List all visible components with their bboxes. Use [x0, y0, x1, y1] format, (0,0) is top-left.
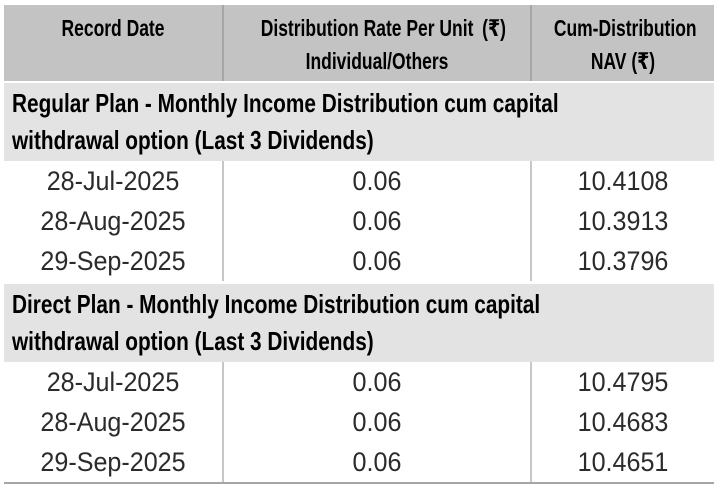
cum-distribution-nav-cell: 10.3796 [530, 241, 714, 281]
section-header-direct-plan-line2: withdrawal option (Last 3 Dividends) [12, 326, 374, 356]
dividend-history-table: Record Date Distribution Rate Per Unit (… [4, 5, 714, 484]
table-row: 28-Jul-2025 0.06 10.4795 [4, 362, 714, 402]
rate-per-unit-value: 0.06 [352, 407, 402, 437]
table-row: 28-Jul-2025 0.06 10.4108 [4, 161, 714, 201]
section-header-regular-plan-line2: withdrawal option (Last 3 Dividends) [12, 125, 374, 155]
record-date-value: 29-Sep-2025 [40, 246, 186, 276]
column-header-distribution-rate: Distribution Rate Per Unit (₹) Individua… [222, 5, 530, 81]
rate-per-unit-value: 0.06 [352, 246, 402, 276]
record-date-value: 28-Jul-2025 [46, 166, 180, 196]
record-date-cell: 28-Jul-2025 [4, 161, 222, 201]
table-bottom-border [4, 482, 714, 484]
record-date-cell: 29-Sep-2025 [4, 241, 222, 281]
rate-per-unit-cell: 0.06 [222, 161, 530, 201]
table-header-row: Record Date Distribution Rate Per Unit (… [4, 5, 714, 81]
rate-per-unit-cell: 0.06 [222, 201, 530, 241]
section-header-regular-plan: Regular Plan - Monthly Income Distributi… [4, 83, 714, 161]
rate-per-unit-value: 0.06 [352, 367, 402, 397]
column-header-record-date-label: Record Date [61, 15, 165, 41]
cum-distribution-nav-value: 10.4651 [577, 447, 669, 477]
column-header-cum-distribution-nav-line2: NAV (₹) [590, 48, 656, 74]
section-header-regular-plan-line1: Regular Plan - Monthly Income Distributi… [12, 88, 559, 118]
cum-distribution-nav-cell: 10.3913 [530, 201, 714, 241]
record-date-cell: 28-Aug-2025 [4, 201, 222, 241]
record-date-value: 28-Aug-2025 [40, 206, 186, 236]
column-header-cum-distribution-nav-line1: Cum-Distribution [553, 15, 697, 41]
record-date-cell: 29-Sep-2025 [4, 442, 222, 482]
column-header-cum-distribution-nav: Cum-Distribution NAV (₹) [530, 5, 714, 81]
column-header-distribution-rate-line2: Individual/Others [305, 48, 449, 74]
cum-distribution-nav-cell: 10.4651 [530, 442, 714, 482]
column-header-distribution-rate-line1: Distribution Rate Per Unit (₹) [260, 15, 506, 41]
section-header-direct-plan: Direct Plan - Monthly Income Distributio… [4, 284, 714, 362]
rate-per-unit-value: 0.06 [352, 447, 402, 477]
rate-per-unit-cell: 0.06 [222, 442, 530, 482]
cum-distribution-nav-value: 10.4795 [577, 367, 669, 397]
section-header-direct-plan-line1: Direct Plan - Monthly Income Distributio… [12, 289, 541, 319]
record-date-value: 29-Sep-2025 [40, 447, 186, 477]
rate-per-unit-cell: 0.06 [222, 241, 530, 281]
regular-plan-rows: 28-Jul-2025 0.06 10.4108 28-Aug-2025 0.0… [4, 161, 714, 281]
column-header-record-date: Record Date [4, 5, 222, 81]
direct-plan-rows: 28-Jul-2025 0.06 10.4795 28-Aug-2025 0.0… [4, 362, 714, 482]
rate-per-unit-cell: 0.06 [222, 402, 530, 442]
cum-distribution-nav-cell: 10.4683 [530, 402, 714, 442]
cum-distribution-nav-cell: 10.4108 [530, 161, 714, 201]
rate-per-unit-value: 0.06 [352, 166, 402, 196]
table-row: 29-Sep-2025 0.06 10.4651 [4, 442, 714, 482]
rate-per-unit-cell: 0.06 [222, 362, 530, 402]
cum-distribution-nav-value: 10.3796 [577, 246, 669, 276]
record-date-value: 28-Aug-2025 [40, 407, 186, 437]
record-date-cell: 28-Jul-2025 [4, 362, 222, 402]
record-date-value: 28-Jul-2025 [46, 367, 180, 397]
table-row: 28-Aug-2025 0.06 10.4683 [4, 402, 714, 442]
cum-distribution-nav-value: 10.3913 [577, 206, 669, 236]
cum-distribution-nav-value: 10.4683 [577, 407, 669, 437]
rate-per-unit-value: 0.06 [352, 206, 402, 236]
cum-distribution-nav-value: 10.4108 [577, 166, 669, 196]
table-row: 29-Sep-2025 0.06 10.3796 [4, 241, 714, 281]
cum-distribution-nav-cell: 10.4795 [530, 362, 714, 402]
table-row: 28-Aug-2025 0.06 10.3913 [4, 201, 714, 241]
record-date-cell: 28-Aug-2025 [4, 402, 222, 442]
